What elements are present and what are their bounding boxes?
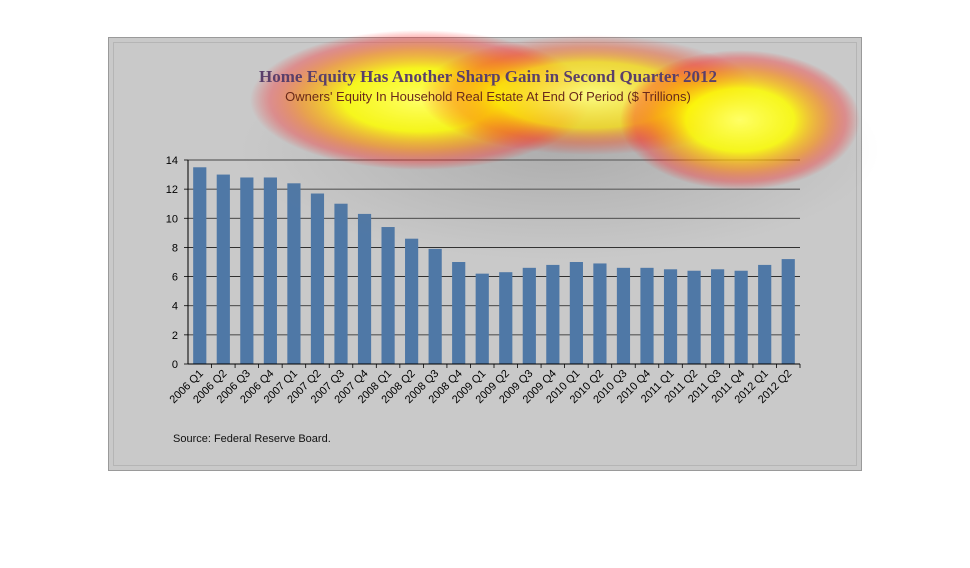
bar xyxy=(263,177,277,364)
bar xyxy=(310,193,325,364)
y-tick-label: 2 xyxy=(172,330,178,342)
y-tick-label: 12 xyxy=(166,184,178,196)
bar xyxy=(522,267,536,364)
bar xyxy=(499,272,513,364)
bar xyxy=(381,227,395,364)
bar xyxy=(663,269,678,364)
chart-title: Home Equity Has Another Sharp Gain in Se… xyxy=(259,67,717,86)
y-tick-label: 6 xyxy=(172,272,178,284)
bar xyxy=(640,267,654,364)
bar xyxy=(569,262,583,364)
bar xyxy=(193,167,207,364)
bar xyxy=(240,177,254,364)
bar xyxy=(687,270,701,364)
y-tick-labels: 0 2 4 6 8 10 12 14 xyxy=(166,155,178,371)
chart-subtitle: Owners' Equity In Household Real Estate … xyxy=(285,89,691,104)
bar xyxy=(546,264,560,364)
bar xyxy=(428,248,442,364)
y-tick-label: 14 xyxy=(166,155,178,167)
bar xyxy=(357,213,372,364)
bar xyxy=(616,267,631,364)
bar xyxy=(475,273,489,364)
axes xyxy=(187,160,801,368)
y-tick-label: 10 xyxy=(166,213,178,225)
bar xyxy=(405,238,419,364)
bar xyxy=(216,174,230,364)
bar xyxy=(334,203,348,364)
y-tick-label: 4 xyxy=(172,301,178,313)
bar xyxy=(781,259,795,364)
bar xyxy=(452,262,466,364)
source-note: Source: Federal Reserve Board. xyxy=(173,433,331,445)
y-tick-label: 0 xyxy=(172,359,178,371)
bar xyxy=(593,263,607,364)
bar xyxy=(287,183,301,364)
bar xyxy=(711,269,725,364)
bar xyxy=(758,264,772,364)
y-tick-label: 8 xyxy=(172,242,178,254)
bar xyxy=(734,270,748,364)
